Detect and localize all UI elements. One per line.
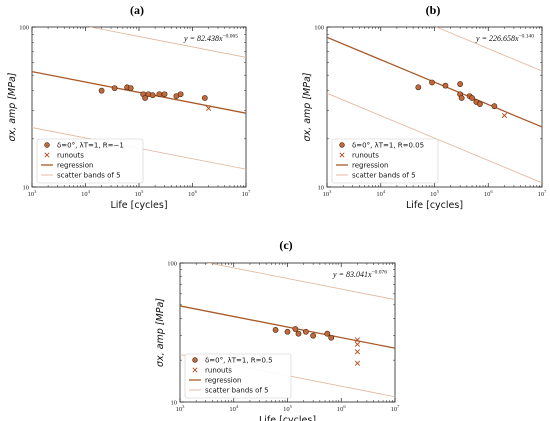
x-tick-label: 104 xyxy=(376,189,386,198)
legend-box xyxy=(184,353,292,399)
legend-series-label: δ=0°, λT=1, R=−1 xyxy=(57,142,124,150)
scatter-band-upper xyxy=(206,263,395,300)
y-axis-label: σx, amp [MPa] xyxy=(302,72,313,141)
y-tick-label: 10 xyxy=(171,400,178,407)
y-axis-label: σx, amp [MPa] xyxy=(155,298,166,367)
data-point xyxy=(98,87,105,94)
legend-marker-series xyxy=(339,142,345,148)
legend: δ=0°, λT=1, R=0.5 runouts regression scatte… xyxy=(184,353,292,399)
legend-box xyxy=(331,138,439,184)
regression-equation: y = 226.658x−0.140 xyxy=(475,34,534,44)
data-point xyxy=(442,82,449,89)
chart-panel-2: (c) 103 104 105 106 107 10 100 Life [cycles] σx, … xyxy=(155,238,400,421)
data-point xyxy=(491,103,498,110)
x-tick-label: 107 xyxy=(391,404,401,413)
data-point xyxy=(324,330,331,337)
y-tick-label: 100 xyxy=(19,25,29,32)
regression-line xyxy=(180,305,395,349)
data-point xyxy=(149,92,156,99)
data-point xyxy=(292,326,299,332)
legend-box xyxy=(36,138,144,184)
x-tick-label: 105 xyxy=(430,189,440,198)
data-point xyxy=(458,95,465,101)
data-point xyxy=(429,79,435,86)
runout-point xyxy=(501,112,508,119)
legend-regression-label: regression xyxy=(205,377,241,385)
x-tick-label: 103 xyxy=(176,404,186,413)
scatter-band-upper xyxy=(88,27,246,58)
x-axis-label: Life [cycles] xyxy=(259,415,316,421)
data-point xyxy=(457,81,464,87)
x-tick-label: 106 xyxy=(484,189,494,198)
legend-regression-label: regression xyxy=(57,162,93,170)
data-point xyxy=(469,95,475,101)
legend-marker-runout xyxy=(192,367,198,373)
x-tick-label: 106 xyxy=(337,404,347,413)
data-point xyxy=(415,84,422,91)
regression-equation: y = 82.438x−0.065 xyxy=(183,34,238,44)
chart-panel-0: (a) 103 104 105 106 107 10 100 Life [cycles] σx, … xyxy=(7,3,251,211)
scatter-band-lower xyxy=(327,92,542,184)
x-axis-label: Life [cycles] xyxy=(110,200,167,211)
y-tick-label: 100 xyxy=(167,261,177,268)
data-point xyxy=(295,330,302,337)
legend-runouts-label: runouts xyxy=(352,152,379,160)
legend-series-label: δ=0°, λT=1, R=0.05 xyxy=(352,142,424,150)
legend-marker-runout xyxy=(339,152,345,158)
x-tick-label: 106 xyxy=(188,189,198,198)
x-tick-label: 107 xyxy=(538,189,548,198)
data-point xyxy=(111,85,118,92)
legend-scatter-label: scatter bands of 5 xyxy=(205,387,269,395)
data-point xyxy=(310,332,317,339)
panel-label: (c) xyxy=(279,238,292,252)
legend-runouts-label: runouts xyxy=(205,367,232,375)
data-point xyxy=(142,95,148,101)
legend-runouts-label: runouts xyxy=(57,152,84,160)
x-tick-label: 103 xyxy=(323,189,333,198)
y-tick-label: 100 xyxy=(314,25,324,32)
runout-point xyxy=(205,105,212,112)
legend-regression-label: regression xyxy=(352,162,388,170)
data-point xyxy=(477,101,483,107)
y-tick-label: 10 xyxy=(318,185,325,192)
runout-point xyxy=(354,337,361,343)
data-point xyxy=(272,327,279,333)
regression-line xyxy=(32,70,246,114)
data-point xyxy=(284,328,291,335)
chart-panel-1: (b) 103 104 105 106 107 10 100 Life [cycles] σx, … xyxy=(302,3,548,211)
x-axis-label: Life [cycles] xyxy=(406,200,463,211)
data-point xyxy=(127,85,134,92)
x-tick-label: 103 xyxy=(28,189,38,198)
data-point xyxy=(161,91,168,98)
runout-point xyxy=(354,360,361,366)
runout-point xyxy=(354,341,361,347)
data-point xyxy=(201,95,208,101)
legend-series-label: δ=0°, λT=1, R=0.5 xyxy=(205,357,273,365)
y-tick-label: 10 xyxy=(23,185,30,192)
x-tick-label: 104 xyxy=(229,404,239,413)
data-point xyxy=(156,91,163,98)
legend-scatter-label: scatter bands of 5 xyxy=(57,172,121,180)
x-tick-label: 104 xyxy=(81,189,91,198)
legend: δ=0°, λT=1, R=0.05 runouts regression scatt… xyxy=(331,138,439,184)
runout-point xyxy=(354,349,361,355)
x-tick-label: 105 xyxy=(135,189,145,198)
scatter-band-upper xyxy=(435,27,542,72)
legend-marker-series xyxy=(44,142,50,148)
x-tick-label: 105 xyxy=(283,404,293,413)
data-point xyxy=(177,91,184,98)
panel-label: (a) xyxy=(130,3,144,17)
panel-label: (b) xyxy=(426,3,441,17)
legend-scatter-label: scatter bands of 5 xyxy=(352,172,416,180)
x-tick-label: 107 xyxy=(242,189,252,198)
data-point xyxy=(328,334,335,341)
regression-equation: y = 83.041x−0.076 xyxy=(332,270,387,280)
legend: δ=0°, λT=1, R=−1 runouts regression scatter… xyxy=(36,138,144,184)
y-axis-label: σx, amp [MPa] xyxy=(7,72,18,141)
data-point xyxy=(303,328,309,335)
legend-marker-series xyxy=(192,357,198,363)
legend-marker-runout xyxy=(44,152,50,158)
